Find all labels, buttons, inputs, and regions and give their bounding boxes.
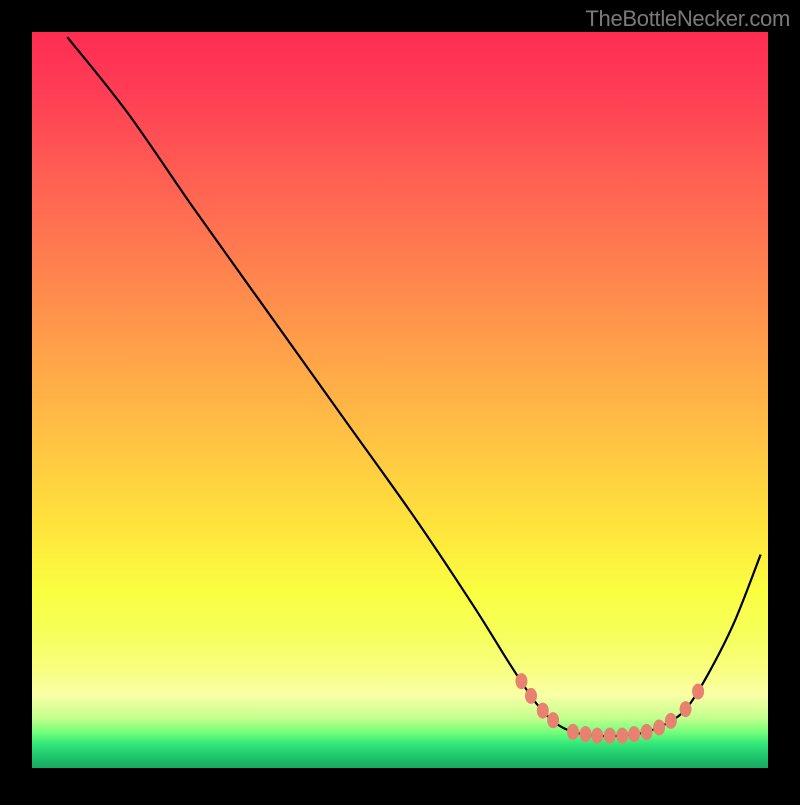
curve-marker [567,724,579,740]
curve-marker [537,703,549,719]
curve-marker [692,683,704,699]
curve-marker [591,728,603,744]
curve-marker [628,726,640,742]
curve-marker [604,728,616,744]
curve-marker [680,701,692,717]
curve-marker [641,724,653,740]
curve-marker [616,728,628,744]
watermark-text: TheBottleNecker.com [585,6,790,32]
curve-marker [515,673,527,689]
curve-marker [665,713,677,729]
curve-marker [653,720,665,736]
curve-marker [579,726,591,742]
plot-background [32,32,768,768]
chart-svg [0,0,800,800]
curve-marker [547,712,559,728]
curve-marker [525,688,537,704]
chart-container: TheBottleNecker.com [0,0,800,800]
